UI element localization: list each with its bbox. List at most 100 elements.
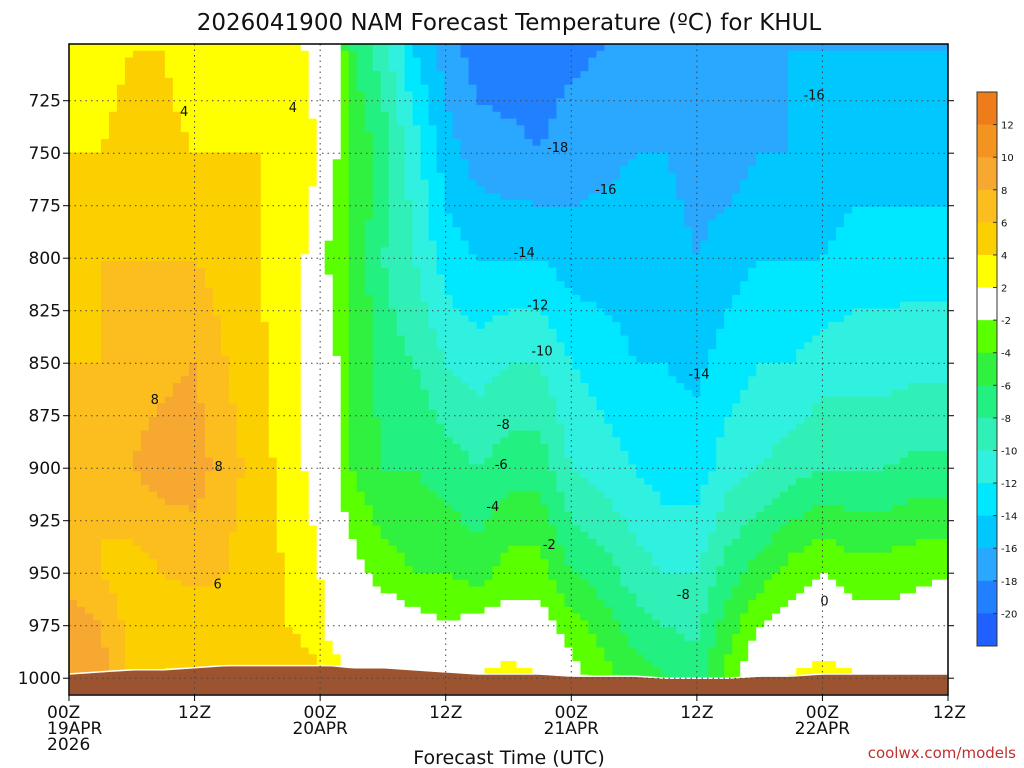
temp-cell	[436, 410, 446, 418]
temp-cell	[332, 186, 342, 194]
temp-cell	[268, 654, 278, 662]
temp-cell	[164, 572, 174, 581]
temp-cell	[228, 600, 238, 608]
temp-cell	[172, 301, 182, 310]
temp-cell	[204, 511, 214, 520]
temp-cell	[244, 450, 254, 459]
temp-cell	[308, 491, 318, 499]
temp-cell	[76, 44, 86, 52]
temp-cell	[460, 478, 470, 486]
temp-cell	[140, 152, 150, 160]
temp-cell	[444, 600, 454, 608]
temp-cell	[140, 355, 150, 364]
temp-cell	[172, 322, 182, 330]
temp-cell	[108, 220, 118, 228]
temp-cell	[252, 396, 262, 404]
temp-cell	[212, 64, 222, 72]
temp-cell	[444, 539, 454, 547]
temp-cell	[260, 640, 270, 649]
temp-cell	[204, 315, 214, 323]
temp-cell	[420, 647, 430, 655]
temp-cell	[244, 342, 254, 350]
temp-cell	[276, 484, 286, 493]
temp-cell	[412, 84, 422, 93]
temp-cell	[108, 199, 118, 208]
temp-cell	[140, 77, 150, 86]
temp-cell	[324, 383, 334, 391]
temp-cell	[324, 288, 334, 296]
temp-cell	[348, 383, 358, 391]
temp-cell	[292, 396, 302, 404]
temp-cell	[212, 518, 222, 527]
temp-cell	[460, 261, 470, 269]
temp-cell	[260, 552, 270, 560]
temp-cell	[100, 647, 110, 655]
temp-cell	[396, 559, 406, 567]
temp-cell	[92, 57, 102, 65]
temp-cell	[116, 430, 126, 438]
temp-cell	[308, 199, 318, 208]
temp-cell	[108, 410, 118, 418]
temp-cell	[196, 491, 206, 499]
temp-cell	[284, 322, 294, 330]
temp-cell	[252, 335, 262, 343]
temp-cell	[268, 118, 278, 126]
temp-cell	[308, 261, 318, 269]
temp-cell	[276, 606, 286, 615]
temp-cell	[69, 281, 78, 289]
temp-cell	[180, 240, 190, 249]
temp-cell	[340, 322, 350, 330]
temp-cell	[396, 138, 406, 147]
temp-cell	[156, 308, 166, 316]
temp-cell	[356, 579, 366, 588]
temp-cell	[380, 471, 390, 479]
temp-cell	[228, 633, 238, 642]
temp-cell	[356, 369, 366, 377]
temp-cell	[252, 308, 262, 316]
temp-cell	[404, 125, 414, 133]
temp-cell	[444, 518, 454, 527]
temp-cell	[396, 315, 406, 323]
temp-cell	[100, 50, 110, 59]
temp-cell	[156, 267, 166, 276]
temp-cell	[116, 328, 126, 337]
temp-cell	[476, 600, 486, 608]
temp-cell	[356, 410, 366, 418]
temp-cell	[196, 64, 206, 72]
temp-cell	[100, 444, 110, 452]
temp-cell	[188, 179, 198, 188]
temp-cell	[284, 132, 294, 140]
temp-cell	[476, 355, 486, 364]
temp-cell	[404, 91, 414, 99]
temp-cell	[276, 416, 286, 425]
temp-cell	[284, 518, 294, 527]
temp-cell	[428, 403, 438, 411]
temp-cell	[316, 525, 326, 533]
temp-cell	[164, 403, 174, 411]
temp-cell	[364, 125, 374, 133]
temp-cell	[244, 132, 254, 140]
temp-cell	[404, 206, 414, 215]
temp-cell	[252, 491, 262, 499]
temp-cell	[268, 349, 278, 357]
temp-cell	[188, 206, 198, 215]
temp-cell	[292, 478, 302, 486]
temp-cell	[212, 498, 222, 506]
temp-cell	[69, 423, 78, 432]
temp-cell	[260, 620, 270, 628]
temp-cell	[108, 505, 118, 513]
temp-cell	[220, 423, 230, 432]
temp-cell	[460, 77, 470, 86]
temp-cell	[412, 288, 422, 296]
temp-cell	[412, 105, 422, 113]
temp-cell	[308, 91, 318, 99]
temp-cell	[412, 559, 422, 567]
temp-cell	[180, 118, 190, 126]
temp-cell	[276, 220, 286, 228]
temp-cell	[452, 471, 462, 479]
temp-cell	[76, 57, 86, 65]
temp-cell	[204, 478, 214, 486]
temp-cell	[172, 118, 182, 126]
temp-cell	[292, 383, 302, 391]
temp-cell	[244, 349, 254, 357]
